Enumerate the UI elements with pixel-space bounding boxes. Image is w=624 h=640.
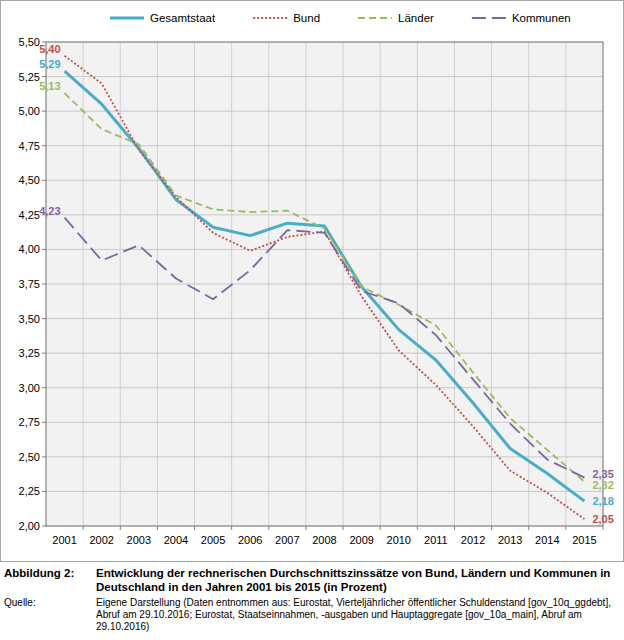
x-tick bbox=[120, 526, 121, 530]
y-tick-label: 3,75 bbox=[19, 278, 40, 290]
x-tick bbox=[528, 526, 529, 530]
y-tick-label: 2,00 bbox=[19, 520, 40, 532]
x-tick bbox=[491, 526, 492, 530]
y-tick bbox=[42, 145, 46, 146]
x-tick-label: 2012 bbox=[461, 534, 485, 546]
x-tick-label: 2001 bbox=[52, 534, 76, 546]
y-tick bbox=[42, 526, 46, 527]
grid-line bbox=[46, 145, 603, 146]
series-line bbox=[65, 218, 585, 478]
grid-line bbox=[46, 111, 603, 112]
series-line bbox=[65, 93, 585, 482]
caption-label: Abbildung 2: bbox=[4, 566, 96, 594]
legend-label: Bund bbox=[293, 12, 320, 24]
x-tick-label: 2015 bbox=[572, 534, 596, 546]
x-tick-label: 2013 bbox=[498, 534, 522, 546]
y-tick bbox=[42, 249, 46, 250]
y-tick-label: 5,50 bbox=[19, 36, 40, 48]
y-tick bbox=[42, 456, 46, 457]
x-tick-label: 2002 bbox=[89, 534, 113, 546]
x-tick-label: 2004 bbox=[164, 534, 188, 546]
y-tick bbox=[42, 318, 46, 319]
y-tick-label: 2,50 bbox=[19, 451, 40, 463]
y-tick bbox=[42, 387, 46, 388]
grid-line bbox=[46, 318, 603, 319]
x-tick-label: 2008 bbox=[312, 534, 336, 546]
frame bbox=[1, 1, 624, 562]
legend-swatch bbox=[253, 17, 287, 19]
legend-label: Gesamtstaat bbox=[150, 12, 216, 24]
y-tick-label: 4,50 bbox=[19, 174, 40, 186]
x-tick-label: 2007 bbox=[275, 534, 299, 546]
y-tick bbox=[42, 491, 46, 492]
series-group bbox=[65, 56, 585, 519]
source-text: Eigene Darstellung (Daten entnommen aus:… bbox=[96, 597, 620, 633]
x-tick-label: 2006 bbox=[238, 534, 262, 546]
x-tick bbox=[268, 526, 269, 530]
grid-line bbox=[46, 422, 603, 423]
legend-swatch bbox=[110, 17, 144, 20]
legend-swatch bbox=[358, 17, 392, 19]
y-tick-label: 2,75 bbox=[19, 416, 40, 428]
x-tick-label: 2009 bbox=[349, 534, 373, 546]
x-tick bbox=[454, 526, 455, 530]
grid-line bbox=[46, 76, 603, 77]
plot-border bbox=[46, 42, 603, 526]
data-label: 4,23 bbox=[39, 205, 60, 217]
y-tick-label: 4,00 bbox=[19, 243, 40, 255]
grid-line bbox=[46, 284, 603, 285]
grid-line bbox=[46, 353, 603, 354]
legend-label: Länder bbox=[398, 12, 434, 24]
x-tick-label: 2014 bbox=[535, 534, 559, 546]
legend-label: Kommunen bbox=[512, 12, 571, 24]
grid-line bbox=[46, 180, 603, 181]
data-label: 2,18 bbox=[592, 495, 613, 507]
x-tick bbox=[380, 526, 381, 530]
x-tick bbox=[565, 526, 566, 530]
y-tick-label: 5,25 bbox=[19, 71, 40, 83]
x-tick-label: 2010 bbox=[387, 534, 411, 546]
x-tick bbox=[603, 526, 604, 530]
data-label: 5,29 bbox=[39, 58, 60, 70]
data-label: 5,40 bbox=[39, 43, 60, 55]
y-tick bbox=[42, 284, 46, 285]
plot-area bbox=[46, 42, 603, 526]
y-tick-label: 2,25 bbox=[19, 485, 40, 497]
y-tick-label: 5,00 bbox=[19, 105, 40, 117]
grid-line bbox=[46, 387, 603, 388]
data-label: 2,05 bbox=[592, 513, 613, 525]
y-tick-label: 3,50 bbox=[19, 313, 40, 325]
caption: Abbildung 2:Entwicklung der rechnerische… bbox=[4, 566, 620, 594]
series-line bbox=[65, 71, 585, 501]
x-tick bbox=[194, 526, 195, 530]
y-tick bbox=[42, 111, 46, 112]
x-tick bbox=[157, 526, 158, 530]
data-label: 5,13 bbox=[39, 80, 60, 92]
y-tick bbox=[42, 76, 46, 77]
source: Quelle:Eigene Darstellung (Daten entnomm… bbox=[4, 597, 620, 633]
x-tick bbox=[417, 526, 418, 530]
y-tick bbox=[42, 353, 46, 354]
source-label: Quelle: bbox=[4, 597, 96, 633]
x-tick-label: 2005 bbox=[201, 534, 225, 546]
y-tick-label: 4,75 bbox=[19, 140, 40, 152]
y-tick-label: 3,00 bbox=[19, 382, 40, 394]
y-tick-label: 4,25 bbox=[19, 209, 40, 221]
y-tick bbox=[42, 422, 46, 423]
x-tick-label: 2011 bbox=[424, 534, 448, 546]
x-tick bbox=[83, 526, 84, 530]
chart: 2,00 2,25 2,50 2,75 3,00 3,25 3,50 3,75 4,00 4,25… bbox=[0, 0, 624, 562]
x-tick bbox=[343, 526, 344, 530]
x-tick bbox=[231, 526, 232, 530]
x-tick-label: 2003 bbox=[127, 534, 151, 546]
x-tick bbox=[305, 526, 306, 530]
series-line bbox=[65, 56, 585, 519]
title: Entwicklung der rechnerischen Durchschni… bbox=[96, 566, 620, 594]
grid-line bbox=[46, 214, 603, 215]
y-tick bbox=[42, 180, 46, 181]
grid-line bbox=[46, 491, 603, 492]
y-tick-label: 3,25 bbox=[19, 347, 40, 359]
data-label: 2,32 bbox=[592, 479, 613, 491]
legend-swatch bbox=[472, 17, 506, 19]
